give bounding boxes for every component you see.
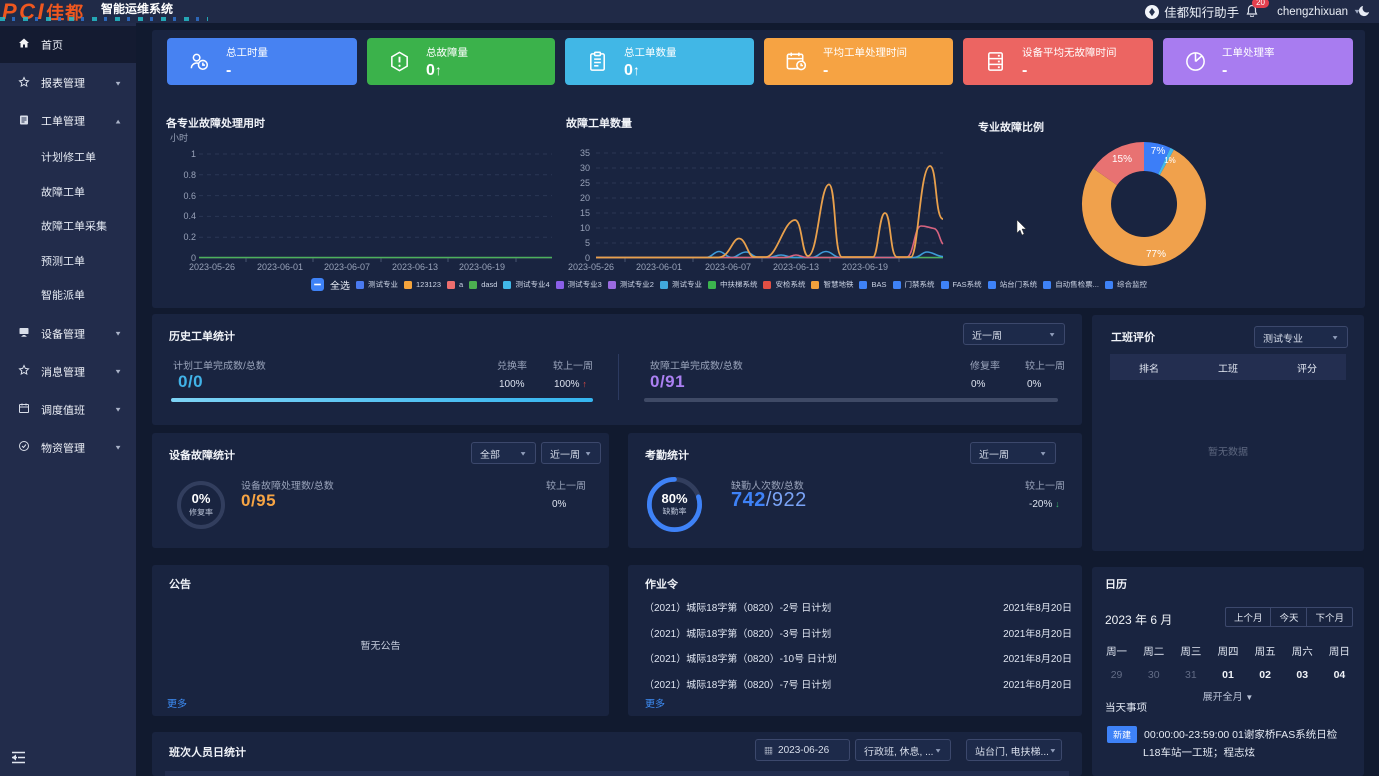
svg-text:5: 5 <box>585 238 590 248</box>
svg-text:2023-05-26: 2023-05-26 <box>189 262 235 272</box>
svg-text:35: 35 <box>580 148 590 158</box>
svg-text:2023-06-19: 2023-06-19 <box>842 262 888 272</box>
svg-text:0.2: 0.2 <box>183 232 196 242</box>
svg-text:1%: 1% <box>1164 156 1176 165</box>
svg-text:2023-05-26: 2023-05-26 <box>568 262 614 272</box>
svg-text:小时: 小时 <box>170 132 188 143</box>
svg-text:77%: 77% <box>1146 249 1166 260</box>
svg-text:30: 30 <box>580 163 590 173</box>
svg-text:2023-06-01: 2023-06-01 <box>636 262 682 272</box>
svg-text:1: 1 <box>191 149 196 159</box>
svg-text:0.8: 0.8 <box>183 170 196 180</box>
svg-text:0.6: 0.6 <box>183 191 196 201</box>
svg-text:7%: 7% <box>1151 146 1166 157</box>
svg-text:2023-06-19: 2023-06-19 <box>459 262 505 272</box>
svg-text:20: 20 <box>580 193 590 203</box>
svg-text:10: 10 <box>580 223 590 233</box>
svg-text:2023-06-07: 2023-06-07 <box>705 262 751 272</box>
svg-text:2023-06-13: 2023-06-13 <box>392 262 438 272</box>
svg-text:2023-06-01: 2023-06-01 <box>257 262 303 272</box>
svg-text:2023-06-13: 2023-06-13 <box>773 262 819 272</box>
svg-text:0.4: 0.4 <box>183 211 196 221</box>
svg-text:0: 0 <box>191 253 196 263</box>
svg-text:15: 15 <box>580 208 590 218</box>
svg-text:2023-06-07: 2023-06-07 <box>324 262 370 272</box>
svg-text:15%: 15% <box>1112 154 1132 165</box>
svg-text:25: 25 <box>580 178 590 188</box>
svg-text:0: 0 <box>585 253 590 263</box>
